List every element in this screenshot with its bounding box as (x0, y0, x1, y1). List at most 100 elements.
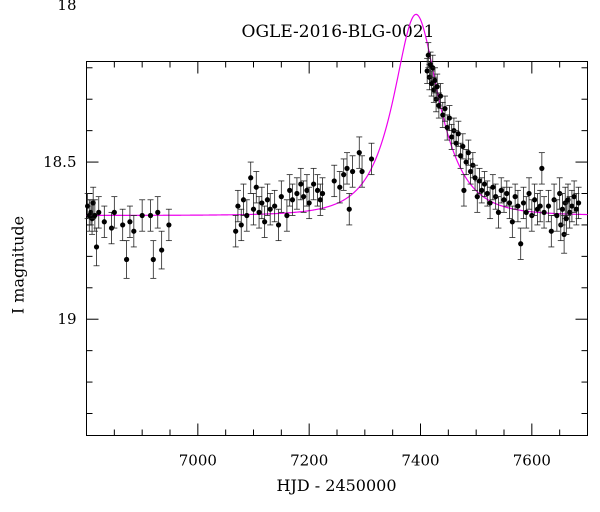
data-marker (457, 153, 464, 159)
data-marker (520, 200, 527, 206)
data-point (349, 155, 356, 188)
data-point (91, 199, 98, 232)
data-marker (337, 184, 343, 190)
data-point (306, 186, 313, 220)
data-marker (120, 222, 126, 228)
data-marker (159, 247, 165, 253)
data-point (368, 142, 375, 176)
data-marker (554, 212, 560, 219)
data-point (478, 177, 485, 204)
data-point (501, 186, 507, 213)
data-marker (319, 190, 326, 197)
data-marker (472, 175, 478, 181)
data-marker (532, 197, 538, 203)
data-point (303, 174, 310, 207)
data-marker (479, 187, 485, 193)
data-point (93, 227, 100, 267)
data-point (489, 174, 496, 201)
data-marker (284, 212, 290, 219)
data-point (147, 199, 154, 232)
data-point (165, 208, 172, 242)
data-marker (233, 228, 239, 234)
data-point (459, 133, 466, 160)
data-point (264, 183, 271, 216)
data-marker (250, 206, 257, 212)
axis-ticks (86, 61, 588, 436)
data-marker (481, 181, 488, 187)
data-point (545, 189, 552, 223)
data-point (256, 196, 263, 229)
data-marker (487, 200, 493, 206)
data-point (150, 240, 157, 279)
data-marker (96, 209, 102, 215)
data-point (467, 158, 474, 185)
chart-title: OGLE-2016-BLG-0021 (241, 22, 435, 42)
data-point (293, 177, 300, 210)
data-marker (495, 209, 502, 215)
data-point (286, 174, 293, 207)
data-marker (139, 212, 145, 219)
data-point (506, 186, 513, 220)
data-point (498, 177, 505, 204)
data-marker (349, 168, 356, 175)
data-point (158, 230, 165, 270)
data-point (126, 205, 133, 238)
x-tick-label: 7000 (179, 452, 217, 470)
data-marker (356, 150, 362, 156)
data-marker (569, 203, 575, 209)
data-point (503, 180, 510, 207)
y-tick-label: 19 (57, 310, 76, 328)
data-point (514, 189, 521, 223)
data-point (526, 177, 533, 210)
data-point (424, 57, 431, 84)
data-marker (289, 197, 296, 203)
data-marker (287, 187, 293, 193)
data-point (297, 167, 304, 201)
data-point (340, 158, 347, 191)
data-marker (453, 140, 459, 146)
data-marker (463, 159, 469, 165)
data-marker (518, 241, 524, 247)
data-marker (484, 190, 490, 197)
data-marker (264, 197, 271, 203)
data-point (484, 180, 491, 207)
data-marker (490, 184, 496, 190)
data-marker (93, 244, 100, 250)
data-marker (131, 228, 137, 234)
data-marker (498, 187, 504, 193)
data-marker (501, 197, 507, 203)
data-point (310, 167, 317, 201)
data-marker (127, 219, 133, 225)
data-marker (341, 172, 347, 178)
data-marker (262, 219, 268, 225)
data-point (439, 101, 446, 128)
data-point (356, 136, 363, 169)
data-marker (425, 52, 431, 58)
data-marker (537, 203, 543, 209)
data-point (314, 174, 321, 207)
data-point (548, 215, 555, 248)
data-point (559, 193, 566, 226)
data-marker (147, 212, 154, 219)
data-point (300, 180, 307, 213)
data-marker (434, 84, 440, 90)
data-marker (275, 222, 282, 228)
data-marker (166, 222, 172, 228)
data-marker (314, 187, 321, 193)
model-curve (86, 13, 588, 217)
data-marker (424, 68, 430, 74)
data-point (537, 189, 544, 223)
data-point (275, 208, 282, 242)
data-point (289, 183, 296, 216)
data-marker (455, 131, 461, 137)
data-marker (440, 112, 446, 118)
data-marker (573, 206, 579, 212)
model-curve-group (86, 13, 588, 217)
data-point (512, 183, 519, 210)
data-point (474, 180, 481, 213)
data-marker (235, 203, 241, 209)
data-point (531, 183, 538, 216)
data-marker (476, 178, 483, 184)
